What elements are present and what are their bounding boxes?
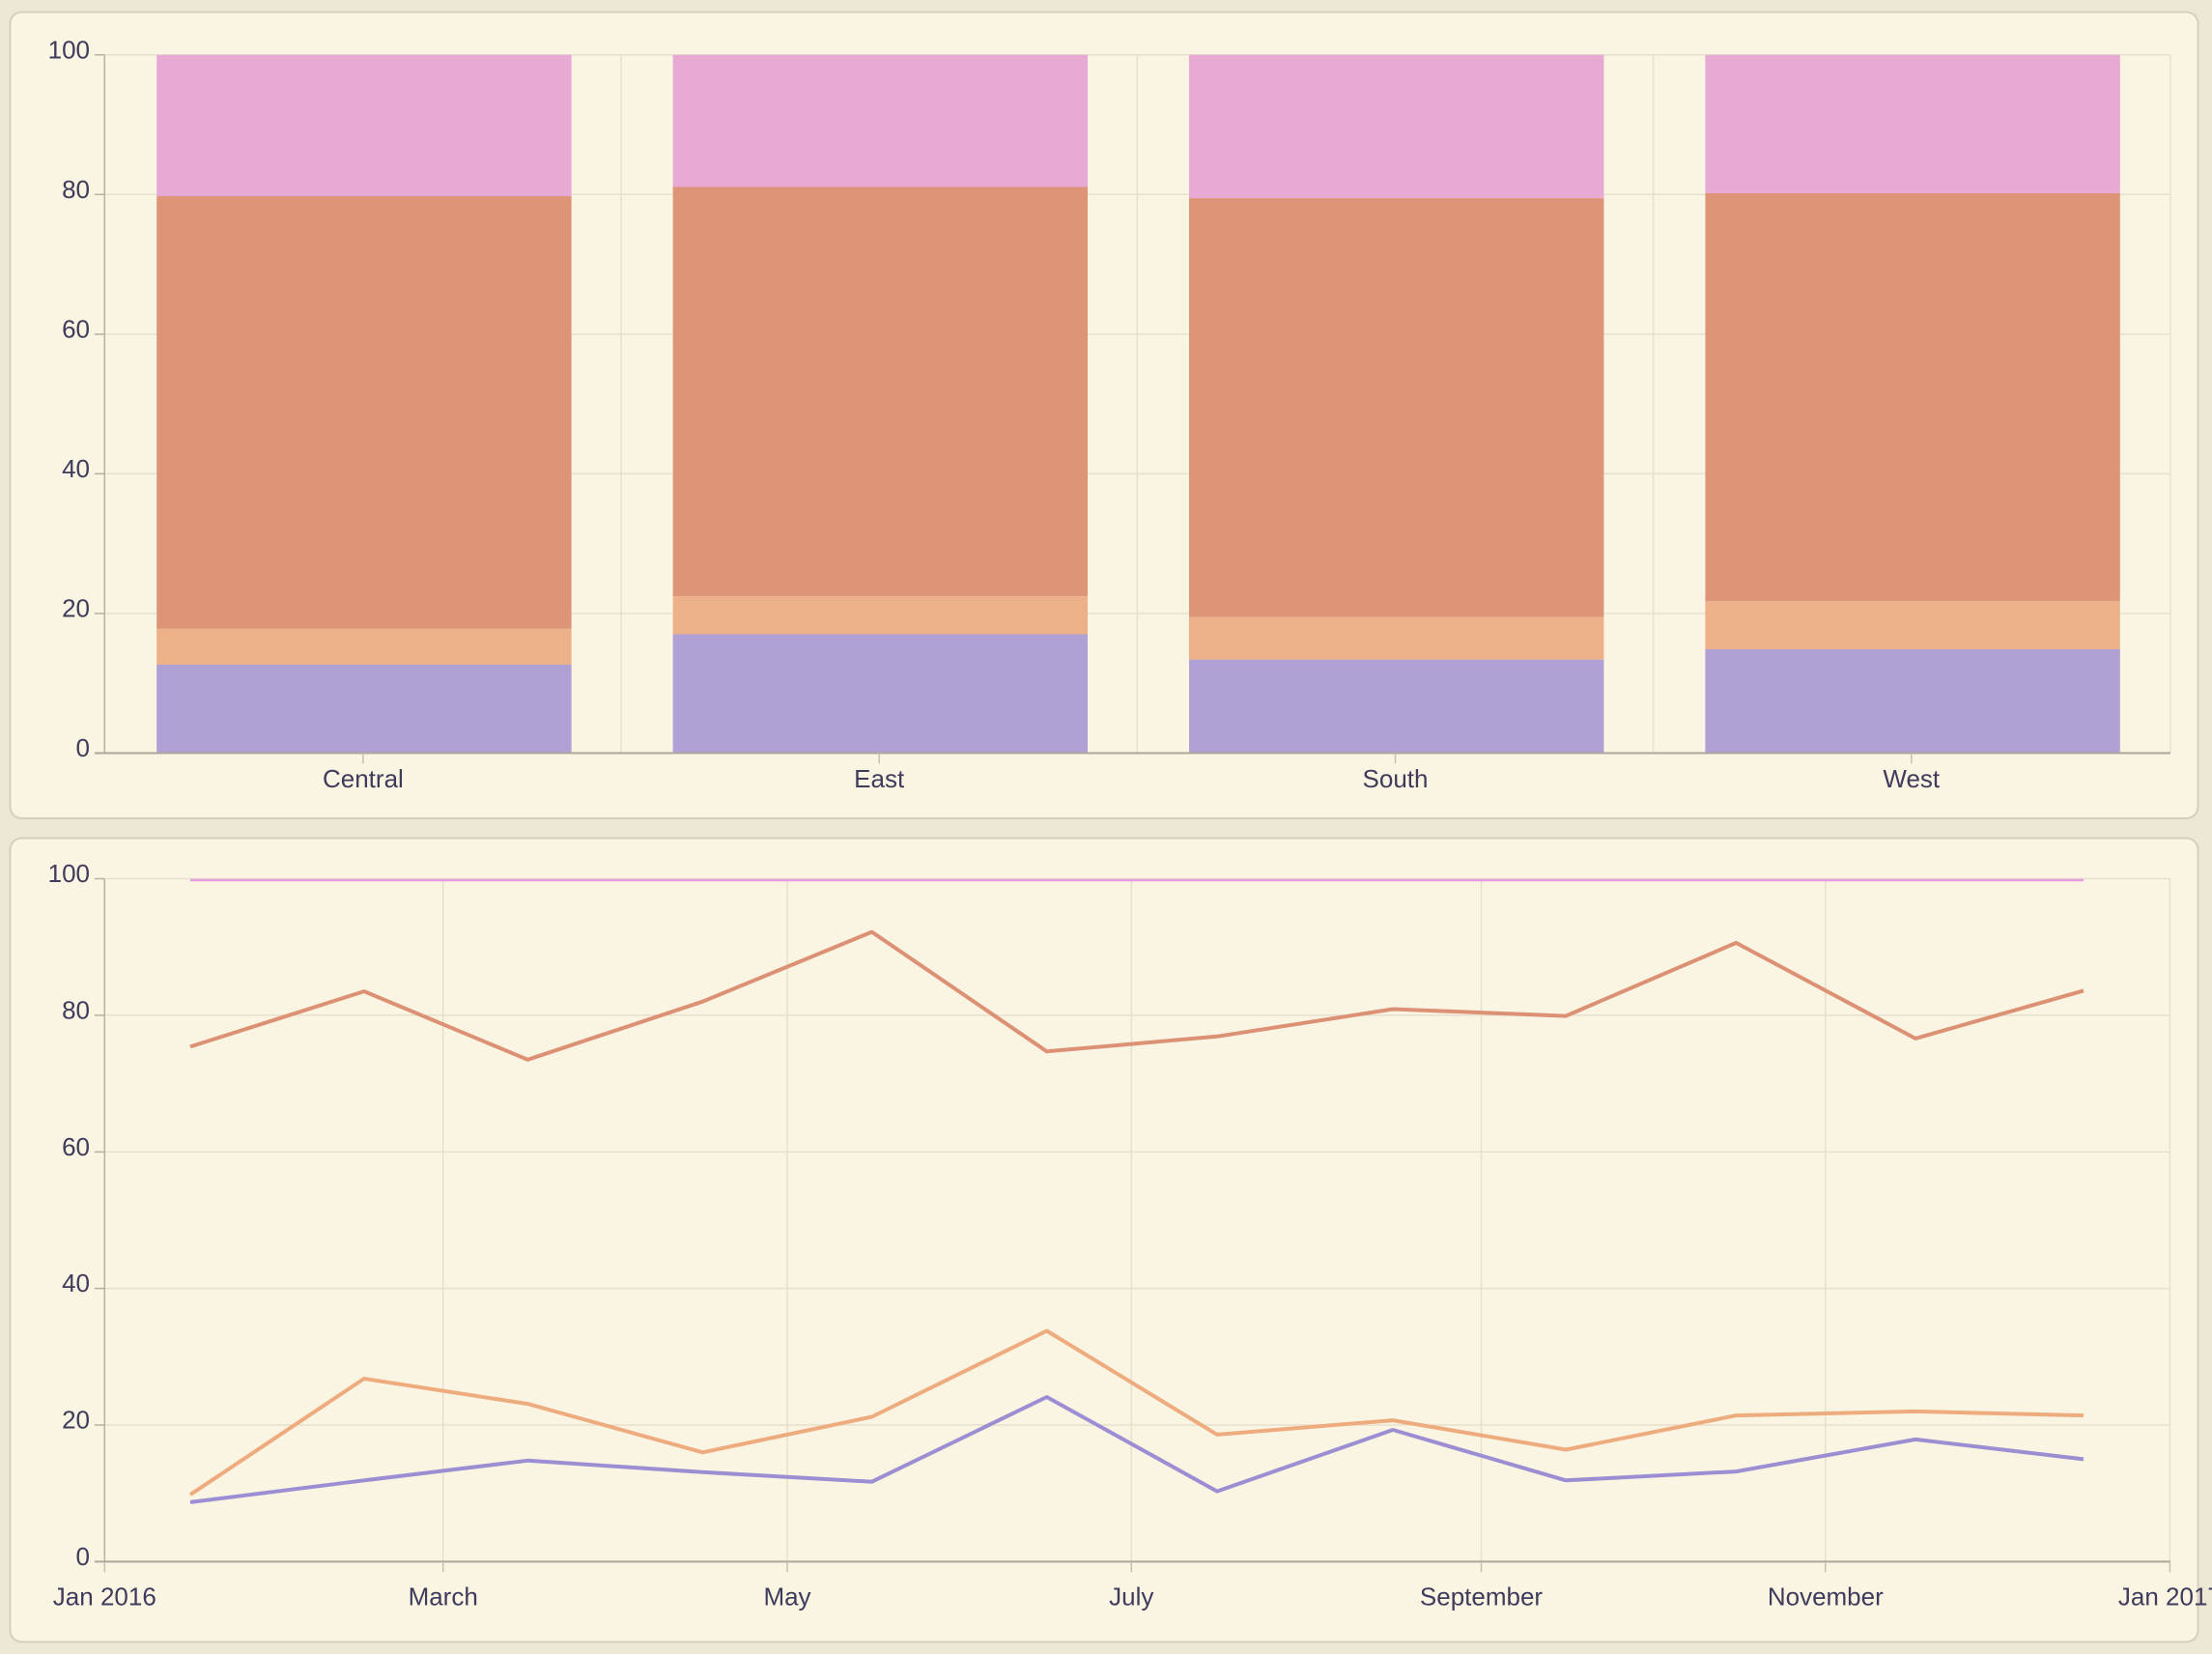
svg-text:100: 100 — [48, 859, 90, 888]
svg-text:80: 80 — [62, 996, 90, 1025]
svg-text:May: May — [763, 1583, 810, 1611]
svg-text:July: July — [1109, 1583, 1153, 1611]
svg-text:0: 0 — [76, 733, 90, 762]
svg-text:Central: Central — [323, 764, 404, 793]
svg-text:East: East — [854, 764, 905, 793]
svg-text:Jan 2017: Jan 2017 — [2118, 1583, 2212, 1611]
svg-text:20: 20 — [62, 1406, 90, 1435]
svg-text:March: March — [409, 1583, 478, 1611]
svg-text:Jan 2016: Jan 2016 — [53, 1583, 156, 1611]
svg-text:60: 60 — [62, 1132, 90, 1161]
svg-text:September: September — [1420, 1583, 1544, 1611]
svg-text:100: 100 — [48, 35, 90, 64]
svg-text:20: 20 — [62, 594, 90, 623]
svg-text:West: West — [1883, 764, 1941, 793]
svg-text:South: South — [1363, 764, 1429, 793]
svg-text:November: November — [1768, 1583, 1884, 1611]
svg-text:60: 60 — [62, 315, 90, 344]
svg-text:80: 80 — [62, 175, 90, 204]
svg-text:0: 0 — [76, 1542, 90, 1571]
svg-text:40: 40 — [62, 1269, 90, 1298]
svg-text:40: 40 — [62, 454, 90, 483]
